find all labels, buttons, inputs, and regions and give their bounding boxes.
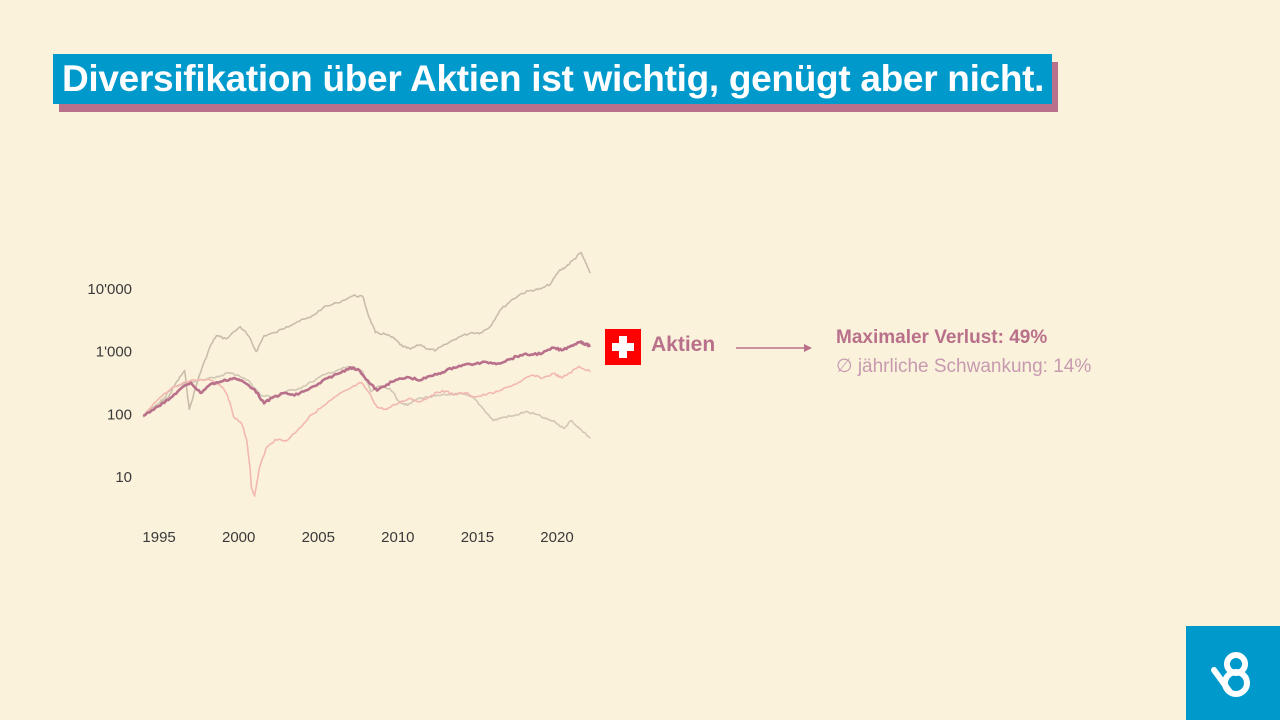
y-tick-label: 10'000 (87, 281, 132, 298)
title-block: Diversifikation über Aktien ist wichtig,… (53, 54, 1059, 112)
y-tick-label: 1'000 (96, 344, 132, 361)
x-tick-label: 2010 (381, 529, 414, 546)
y-axis-ticks: 10 100 1'000 10'000 (87, 281, 132, 486)
slide-title: Diversifikation über Aktien ist wichtig,… (53, 54, 1053, 104)
x-tick-label: 2005 (302, 529, 335, 546)
brand-logo-icon (1186, 626, 1280, 720)
arrow-right-icon (736, 344, 812, 352)
y-tick-label: 10 (115, 469, 132, 486)
series-line-0 (142, 251, 591, 417)
x-tick-label: 1995 (142, 529, 175, 546)
x-tick-label: 2000 (222, 529, 255, 546)
max-loss-stat: Maximaler Verlust: 49% (836, 327, 1048, 348)
series-line-highlighted (142, 340, 591, 417)
flag-cross-vertical (619, 336, 627, 358)
x-tick-label: 2020 (540, 529, 573, 546)
chart-lines (142, 251, 591, 497)
volatility-stat: ∅ jährliche Schwankung: 14% (836, 356, 1092, 377)
x-tick-label: 2015 (461, 529, 494, 546)
series-line-1 (142, 365, 591, 439)
series-line-2 (142, 365, 591, 497)
stock-chart: 10 100 1'000 10'000 1995 2000 2005 2010 2015 202… (87, 251, 591, 546)
x-axis-ticks: 1995 2000 2005 2010 2015 2020 (142, 529, 573, 546)
series-label: Aktien (651, 333, 716, 356)
y-tick-label: 100 (107, 406, 132, 423)
swiss-flag-icon (605, 329, 641, 365)
